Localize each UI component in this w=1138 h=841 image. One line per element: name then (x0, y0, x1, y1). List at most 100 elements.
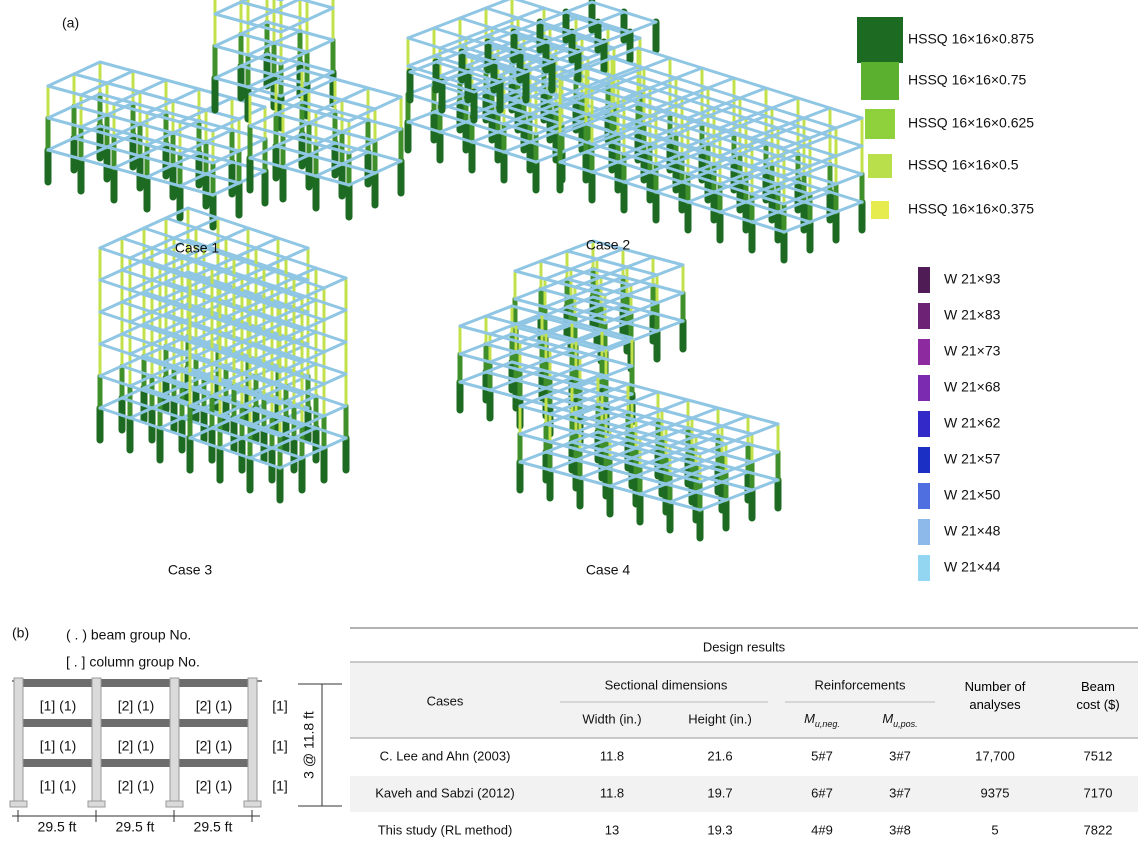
table-cell: 9375 (981, 785, 1010, 800)
group-label: [2] (1) (118, 738, 155, 754)
legend-swatch (918, 447, 930, 473)
legend-label: W 21×48 (944, 523, 1001, 539)
member (316, 428, 346, 438)
member (48, 74, 74, 86)
table-cell: 3#8 (889, 822, 911, 837)
member (676, 68, 702, 78)
member (215, 2, 241, 14)
member (375, 97, 401, 109)
legend-swatch (918, 411, 930, 437)
legend-swatch (857, 17, 903, 63)
member (670, 58, 702, 68)
case-label: Case 2 (586, 237, 631, 253)
table-cell: 7822 (1084, 822, 1113, 837)
member (215, 66, 241, 78)
table-cell: 7512 (1084, 748, 1113, 763)
member (375, 161, 401, 173)
member (74, 62, 100, 74)
table-cell: 6#7 (811, 785, 833, 800)
column-header: Height (in.) (688, 711, 752, 726)
member (144, 218, 166, 228)
table-cell: 19.3 (707, 822, 732, 837)
frame-models (48, 0, 862, 538)
member (324, 278, 346, 288)
member (627, 257, 653, 267)
member (708, 78, 734, 88)
group-label: [2] (1) (118, 698, 155, 714)
member (122, 270, 152, 280)
legend-label: W 21×57 (944, 451, 1001, 467)
member (644, 58, 670, 68)
legend-label: HSSQ 16×16×0.5 (908, 157, 1019, 173)
legend-text: [ . ] column group No. (66, 654, 200, 670)
member (657, 265, 683, 275)
member (541, 251, 567, 261)
legend-label: W 21×62 (944, 415, 1001, 431)
group-label: [1] (272, 738, 288, 754)
panel-label: (a) (62, 15, 79, 31)
span-dimension: 29.5 ft (194, 819, 233, 835)
member (48, 106, 74, 118)
member (302, 384, 324, 394)
member (302, 288, 324, 298)
legend-swatch (918, 483, 930, 509)
member (657, 321, 683, 331)
member (566, 2, 592, 12)
figure: (a) Case 1 Case 2 Case 3 Case 4 HSSQ 16×… (0, 0, 1138, 841)
table-cell: 17,700 (975, 748, 1015, 763)
legend-text: ( . ) beam group No. (66, 627, 191, 643)
member (702, 68, 734, 78)
member (302, 320, 324, 330)
legend-label: W 21×44 (944, 559, 1001, 575)
member (286, 248, 308, 258)
member (662, 400, 688, 410)
table-cell: 21.6 (707, 748, 732, 763)
member (722, 416, 748, 426)
legend-label: HSSQ 16×16×0.625 (908, 115, 1034, 131)
column-header: Beam cost ($) (1060, 678, 1136, 722)
member (653, 257, 683, 265)
member (300, 0, 333, 8)
member (48, 86, 81, 95)
member (256, 238, 278, 248)
member (688, 400, 718, 408)
member (100, 376, 130, 386)
member (48, 138, 74, 150)
member (606, 366, 632, 376)
group-label: [1] (272, 698, 288, 714)
member (100, 334, 122, 344)
member (274, 31, 300, 43)
member (100, 270, 122, 280)
span-dimension: 29.5 ft (116, 819, 155, 835)
member (250, 114, 276, 126)
group-label: [2] (1) (196, 738, 233, 754)
group-label: [2] (1) (196, 698, 233, 714)
legend-swatch (918, 303, 930, 329)
member (657, 293, 683, 303)
legend-swatch (918, 339, 930, 365)
member (408, 28, 434, 38)
member (368, 120, 401, 129)
member (274, 0, 300, 11)
member (734, 78, 766, 88)
member (248, 11, 274, 23)
member (173, 101, 206, 110)
member (140, 80, 166, 92)
case-label: Case 3 (168, 562, 213, 578)
column-header: Number of analyses (950, 678, 1040, 722)
member (515, 261, 541, 271)
group-label: [1] (1) (40, 778, 77, 794)
member (140, 92, 173, 101)
group-label: [1] (1) (40, 738, 77, 754)
member (100, 366, 122, 376)
legend-label: W 21×68 (944, 379, 1001, 395)
member (264, 258, 286, 268)
member (100, 238, 122, 248)
legend-label: W 21×50 (944, 487, 1001, 503)
member (460, 372, 486, 382)
member (307, 8, 333, 20)
group-label: [2] (1) (118, 778, 155, 794)
table-cell: 3#7 (889, 748, 911, 763)
table-cell: 7170 (1084, 785, 1113, 800)
table-cell: Kaveh and Sabzi (2012) (375, 785, 514, 800)
